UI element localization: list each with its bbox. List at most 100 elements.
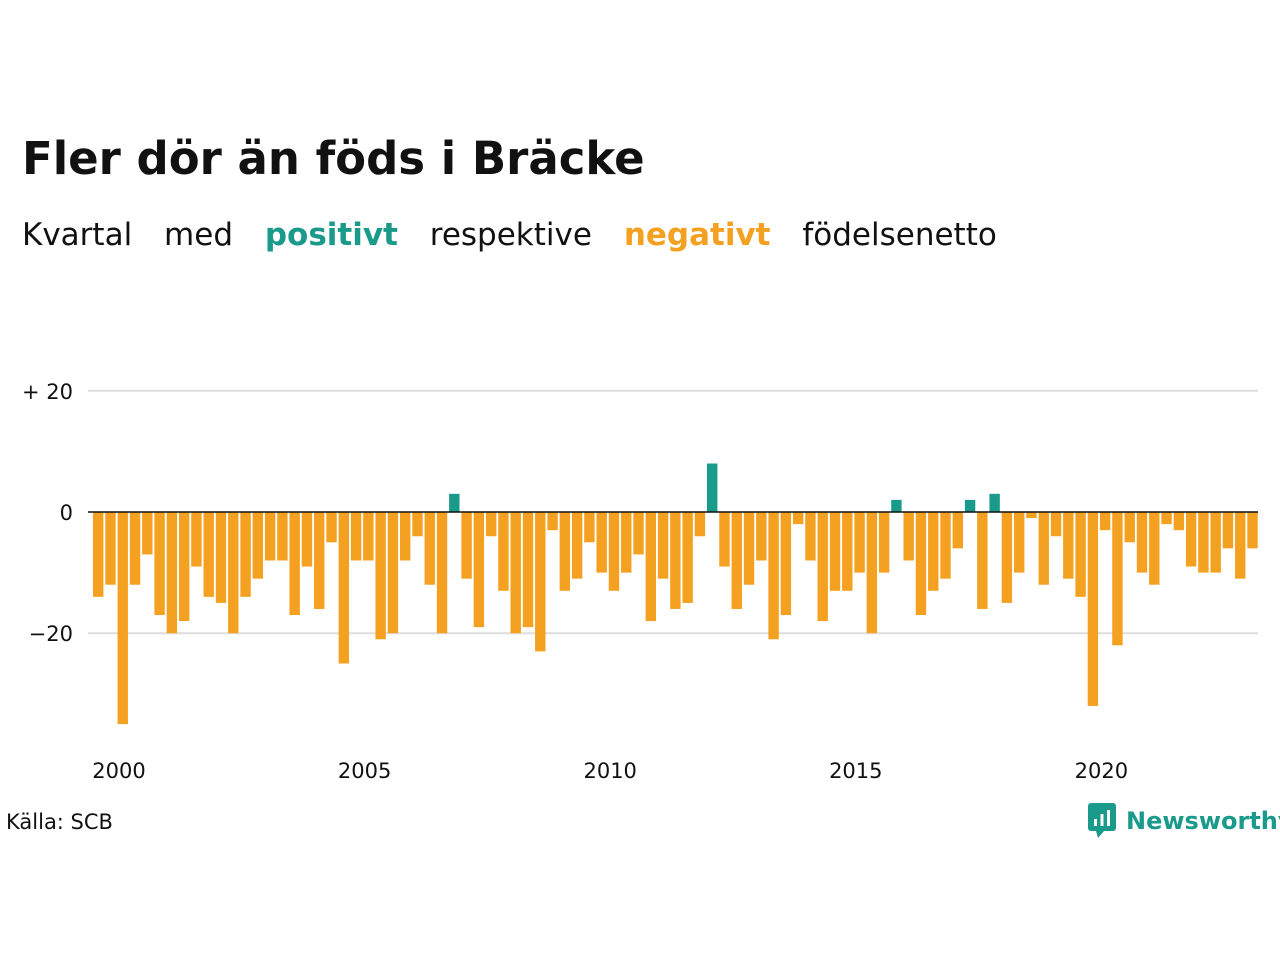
- bar-positive: [891, 499, 902, 512]
- bar-negative: [682, 512, 693, 603]
- bar-negative: [547, 512, 558, 531]
- subtitle-text-respektive: respektive: [429, 217, 592, 253]
- bar-negative: [363, 512, 374, 561]
- bar-negative: [608, 512, 620, 591]
- bar-negative: [854, 512, 865, 573]
- bar-negative: [928, 512, 939, 591]
- bar-negative: [400, 512, 411, 561]
- brand-logo: Newsworthy: [1088, 803, 1280, 839]
- x-tick-label: 2015: [829, 759, 882, 783]
- bar-negative: [1112, 512, 1123, 646]
- bar-negative: [1124, 512, 1135, 543]
- bar-negative: [1014, 512, 1025, 573]
- bar-negative: [240, 512, 251, 597]
- bar-negative: [1247, 512, 1258, 549]
- bar-negative: [621, 512, 632, 573]
- bar-negative: [485, 512, 497, 537]
- subtitle-text-fodelsenetto: födelsenetto: [802, 217, 997, 253]
- bar-negative: [1026, 512, 1037, 519]
- bar-negative: [277, 512, 288, 561]
- bar-negative: [289, 512, 300, 616]
- bar-negative: [510, 512, 521, 634]
- bar-negative: [645, 512, 656, 622]
- bar-negative: [375, 512, 386, 640]
- chart-title: Fler dör än föds i Bräcke: [22, 132, 645, 185]
- bar-positive: [707, 463, 718, 512]
- bar-negative: [792, 512, 804, 525]
- bar-negative: [93, 512, 104, 597]
- subtitle-text-kvartal: Kvartal: [22, 217, 133, 253]
- bar-negative: [301, 512, 313, 567]
- bar-negative: [842, 512, 853, 591]
- bar-negative: [743, 512, 755, 585]
- bar-negative: [1087, 512, 1099, 706]
- bar-negative: [412, 512, 423, 537]
- bar-negative: [866, 512, 878, 634]
- bar-negative: [780, 512, 792, 616]
- subtitle-text-med: med: [164, 217, 233, 253]
- bar-negative: [1099, 512, 1111, 531]
- bar-negative: [535, 512, 546, 652]
- bar-negative: [228, 512, 239, 634]
- bar-chart-speech-bubble-icon: [1088, 803, 1116, 838]
- bar-negative: [952, 512, 963, 549]
- bar-negative: [768, 512, 779, 640]
- bar-negative: [571, 512, 583, 579]
- bar-negative: [178, 512, 190, 622]
- bar-negative: [154, 512, 165, 616]
- chart-subtitle: Kvartal med positivt respektive negativt…: [22, 217, 1019, 253]
- bar-negative: [498, 512, 509, 591]
- bar-negative: [1235, 512, 1246, 579]
- bar-negative: [657, 512, 669, 579]
- bar-negative: [903, 512, 914, 561]
- bar-positive: [989, 493, 1000, 512]
- bar-negative: [719, 512, 730, 567]
- bar-negative: [522, 512, 534, 628]
- bar-negative: [1075, 512, 1086, 597]
- bar-negative: [584, 512, 595, 543]
- bar-negative: [1149, 512, 1160, 585]
- bar-negative: [731, 512, 742, 609]
- bar-negative: [878, 512, 890, 573]
- bar-negative: [264, 512, 276, 561]
- bar-positive: [964, 499, 976, 512]
- bar-negative: [1001, 512, 1013, 603]
- bar-negative: [350, 512, 362, 561]
- bar-negative: [633, 512, 644, 555]
- bar-negative: [1161, 512, 1172, 525]
- bar-negative: [1050, 512, 1062, 537]
- bar-negative: [559, 512, 571, 591]
- y-tick-label: −20: [29, 622, 73, 646]
- bar-negative: [1038, 512, 1049, 585]
- bar-negative: [129, 512, 141, 585]
- bar-negative: [142, 512, 153, 555]
- bar-negative: [670, 512, 681, 609]
- bar-negative: [461, 512, 472, 579]
- bar-negative: [1063, 512, 1074, 579]
- bar-positive: [449, 493, 460, 512]
- bar-negative: [314, 512, 325, 609]
- source-note: Källa: SCB: [6, 810, 113, 834]
- bar-negative: [338, 512, 349, 664]
- bar-negative: [203, 512, 214, 597]
- x-tick-label: 2000: [92, 759, 145, 783]
- bar-negative: [817, 512, 828, 622]
- bar-negative: [117, 512, 128, 725]
- bar-negative: [694, 512, 706, 537]
- brand-name: Newsworthy: [1126, 807, 1280, 835]
- bar-negative: [1210, 512, 1221, 573]
- bar-negative: [166, 512, 178, 634]
- x-tick-label: 2010: [583, 759, 636, 783]
- bar-negative: [326, 512, 337, 543]
- bar-negative: [977, 512, 988, 609]
- bar-negative: [191, 512, 202, 567]
- bar-negative: [1173, 512, 1185, 531]
- bar-negative: [473, 512, 485, 628]
- bar-negative: [1222, 512, 1234, 549]
- bar-negative: [756, 512, 767, 561]
- subtitle-positive-word: positivt: [264, 217, 398, 253]
- bar-negative: [387, 512, 399, 634]
- bar-negative: [829, 512, 841, 591]
- bar-negative: [252, 512, 264, 579]
